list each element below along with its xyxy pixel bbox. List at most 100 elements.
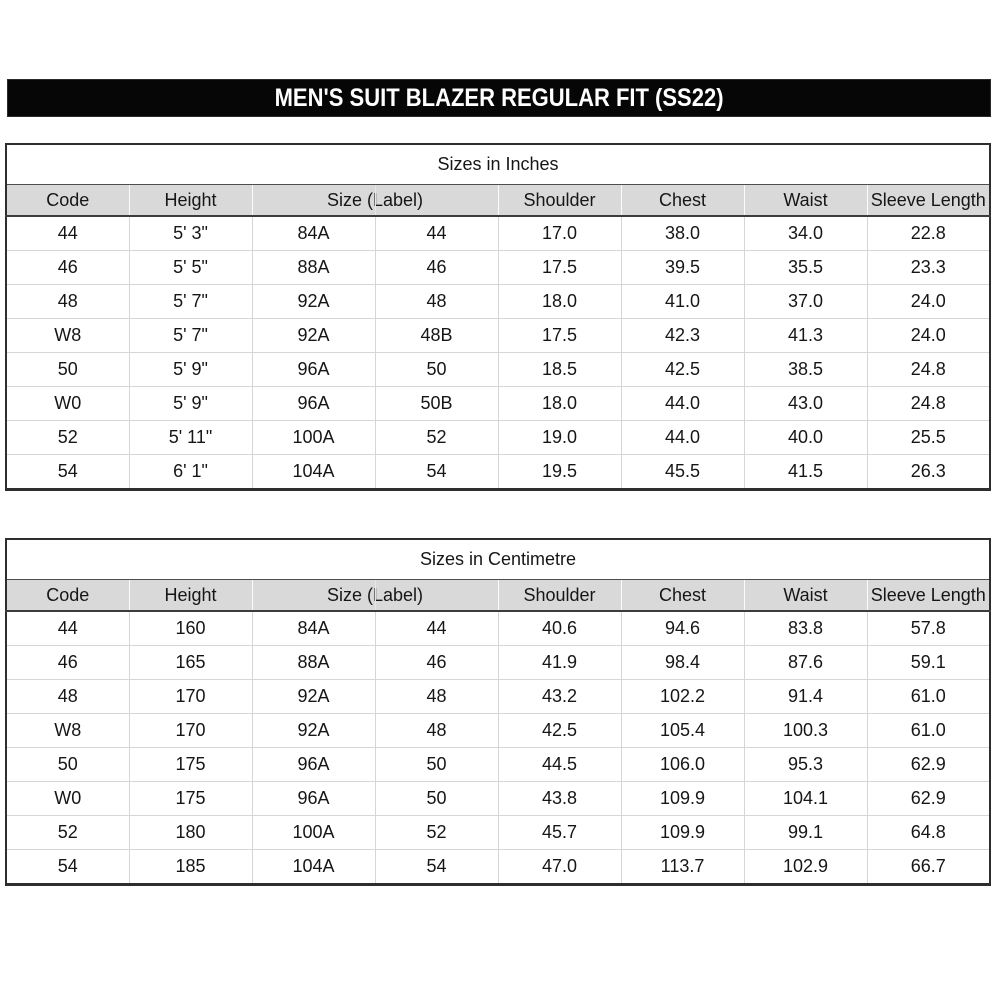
size-cell: 48 [6,679,130,714]
size-cell: 17.5 [498,250,622,285]
size-cell: 87.6 [744,645,868,680]
size-cell: 24.8 [867,386,990,421]
size-cell: 100A [252,815,376,850]
size-row: 48 5' 7" 92A 48 18.0 41.0 37.0 24.0 [6,284,990,319]
size-cell: 5' 11" [129,420,253,455]
size-cell: 92A [252,679,376,714]
size-cell: 25.5 [867,420,990,455]
size-cell: 54 [375,454,499,490]
table-title-row: Sizes in Inches [6,144,990,185]
product-title-banner: MEN'S SUIT BLAZER REGULAR FIT (SS22) [7,79,991,117]
col-header-size-label: Size (Label) [252,579,499,612]
size-cell: 46 [6,645,130,680]
size-cell: 109.9 [621,815,745,850]
size-cell: 5' 7" [129,318,253,353]
size-cell: 44.5 [498,747,622,782]
size-row: W8 170 92A 48 42.5 105.4 100.3 61.0 [6,713,990,748]
size-cell: 24.0 [867,284,990,319]
size-row: 46 165 88A 46 41.9 98.4 87.6 59.1 [6,645,990,680]
size-cell: 64.8 [867,815,990,850]
size-cell: 44 [375,216,499,251]
product-title: MEN'S SUIT BLAZER REGULAR FIT (SS22) [274,83,724,112]
size-cell: 50 [6,747,130,782]
size-cell: 170 [129,679,253,714]
size-cell: W0 [6,386,130,421]
size-cell: 88A [252,250,376,285]
sizes-in-inches-table: Sizes in Inches Code Height Size (Label)… [5,143,991,491]
size-cell: 99.1 [744,815,868,850]
size-cell: W0 [6,781,130,816]
size-cell: 105.4 [621,713,745,748]
size-cell: 180 [129,815,253,850]
size-cell: 44 [6,216,130,251]
size-cell: 102.2 [621,679,745,714]
size-cell: 104A [252,849,376,885]
size-cell: 5' 7" [129,284,253,319]
size-cell: 46 [375,645,499,680]
table-title: Sizes in Centimetre [6,539,990,580]
size-cell: 52 [375,815,499,850]
size-cell: 62.9 [867,747,990,782]
size-cell: 24.0 [867,318,990,353]
size-cell: 41.5 [744,454,868,490]
size-cell: 165 [129,645,253,680]
size-cell: 54 [6,454,130,490]
size-cell: 5' 9" [129,386,253,421]
size-cell: 84A [252,611,376,646]
size-cell: 19.0 [498,420,622,455]
size-row: W8 5' 7" 92A 48B 17.5 42.3 41.3 24.0 [6,318,990,353]
size-cell: 50 [375,781,499,816]
size-cell: 26.3 [910,461,946,481]
table-title-row: Sizes in Centimetre [6,539,990,580]
size-cell: 52 [375,420,499,455]
size-cell: 5' 3" [129,216,253,251]
size-cell: 48 [6,284,130,319]
size-cell: 52 [6,420,130,455]
size-cell: 57.8 [867,611,990,646]
size-cell: W8 [6,713,130,748]
size-cell: 84A [252,216,376,251]
size-cell: 175 [129,781,253,816]
size-cell: 61.0 [867,679,990,714]
column-header-row: Code Height Size (Label) Shoulder Chest … [6,184,990,217]
size-cell: 54 [375,849,499,885]
size-cell: 47.0 [498,849,622,885]
size-cell: 83.8 [744,611,868,646]
size-cell: 42.5 [621,352,745,387]
size-cell: 96A [252,781,376,816]
table-title: Sizes in Inches [6,144,990,185]
size-cell: 66.7 [910,856,946,876]
size-cell: 17.5 [498,318,622,353]
size-cell: 48 [375,679,499,714]
size-row: 50 5' 9" 96A 50 18.5 42.5 38.5 24.8 [6,352,990,387]
size-row: 54 6' 1" 104A 54 19.5 45.5 41.5 26.3 [6,454,990,490]
size-cell: 18.0 [498,284,622,319]
size-cell: 17.0 [498,216,622,251]
size-cell: 106.0 [621,747,745,782]
size-cell: 104A [252,454,376,490]
size-cell: W8 [6,318,130,353]
size-cell: 91.4 [744,679,868,714]
size-row: 54 185 104A 54 47.0 113.7 102.9 66.7 [6,849,990,885]
size-cell: 46 [375,250,499,285]
inches-table-body: 44 5' 3" 84A 44 17.0 38.0 34.0 22.8 46 5' 5" 88A 46… [6,216,990,490]
size-cell: 18.0 [498,386,622,421]
col-header-shoulder: Shoulder [498,579,622,612]
col-header-height: Height [129,579,253,612]
size-cell: 48 [375,713,499,748]
size-cell: 104.1 [744,781,868,816]
col-header-shoulder: Shoulder [498,184,622,217]
size-cell: 48 [375,284,499,319]
sizes-in-centimetre-table: Sizes in Centimetre Code Height Size (La… [5,538,991,886]
size-cell: 62.9 [867,781,990,816]
size-row: 44 5' 3" 84A 44 17.0 38.0 34.0 22.8 [6,216,990,251]
size-cell: 44.0 [621,386,745,421]
centimetre-size-chart: Sizes in Centimetre Code Height Size (La… [5,538,991,886]
inches-size-chart: Sizes in Inches Code Height Size (Label)… [5,143,991,491]
size-cell: 98.4 [621,645,745,680]
size-row: 46 5' 5" 88A 46 17.5 39.5 35.5 23.3 [6,250,990,285]
centimetre-table-body: 44 160 84A 44 40.6 94.6 83.8 57.8 46 165 88A 46 41.9… [6,611,990,885]
size-row: W0 175 96A 50 43.8 109.9 104.1 62.9 [6,781,990,816]
col-header-code: Code [6,579,130,612]
size-cell: 34.0 [744,216,868,251]
